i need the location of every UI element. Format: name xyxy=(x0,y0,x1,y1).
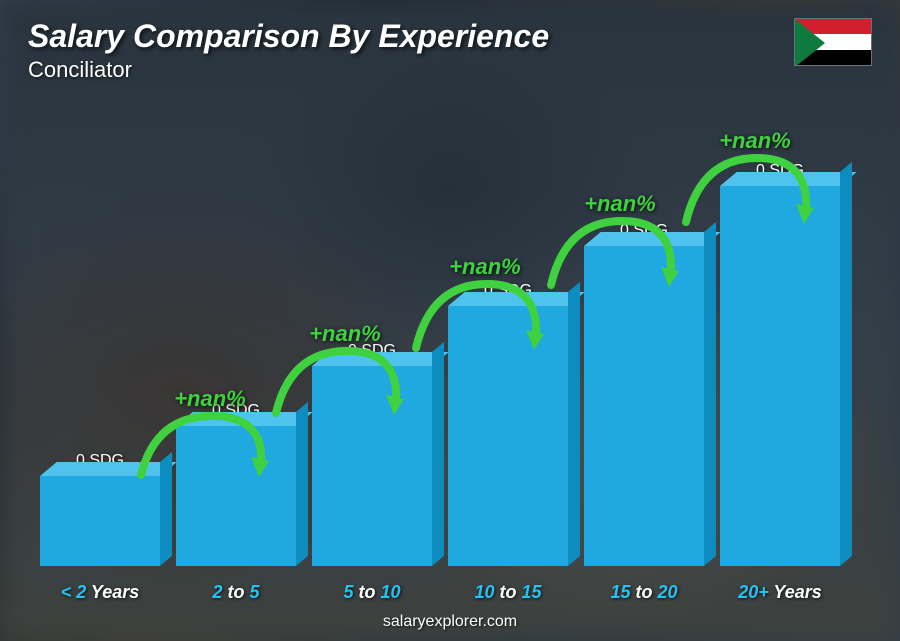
bar xyxy=(720,186,840,566)
x-axis-label: 2 to 5 xyxy=(176,582,296,603)
bar xyxy=(40,476,160,566)
x-axis-label: 5 to 10 xyxy=(312,582,432,603)
x-axis-labels: < 2 Years 2 to 5 5 to 10 10 to 15 15 to 20 20… xyxy=(40,582,840,603)
bars-container: 0 SDG0 SDG0 SDG0 SDG0 SDG0 SDG xyxy=(40,120,840,566)
bar-slot: 0 SDG xyxy=(176,402,296,566)
footer-attribution: salaryexplorer.com xyxy=(0,613,900,631)
x-axis-label: < 2 Years xyxy=(40,582,160,603)
chart-subtitle: Conciliator xyxy=(28,57,549,83)
bar xyxy=(312,366,432,566)
bar-slot: 0 SDG xyxy=(448,282,568,566)
chart-title: Salary Comparison By Experience xyxy=(28,18,549,55)
x-axis-label: 15 to 20 xyxy=(584,582,704,603)
bar-chart: 0 SDG0 SDG0 SDG0 SDG0 SDG0 SDG +nan%+nan… xyxy=(40,120,840,566)
x-axis-label: 20+ Years xyxy=(720,582,840,603)
bar-slot: 0 SDG xyxy=(720,162,840,566)
bar-slot: 0 SDG xyxy=(40,452,160,566)
bar xyxy=(448,306,568,566)
bar xyxy=(176,426,296,566)
bar-slot: 0 SDG xyxy=(312,342,432,566)
bar xyxy=(584,246,704,566)
x-axis-label: 10 to 15 xyxy=(448,582,568,603)
country-flag-icon xyxy=(794,18,872,66)
flag-triangle xyxy=(795,19,825,66)
bar-slot: 0 SDG xyxy=(584,222,704,566)
header: Salary Comparison By Experience Concilia… xyxy=(28,18,872,83)
title-block: Salary Comparison By Experience Concilia… xyxy=(28,18,549,83)
